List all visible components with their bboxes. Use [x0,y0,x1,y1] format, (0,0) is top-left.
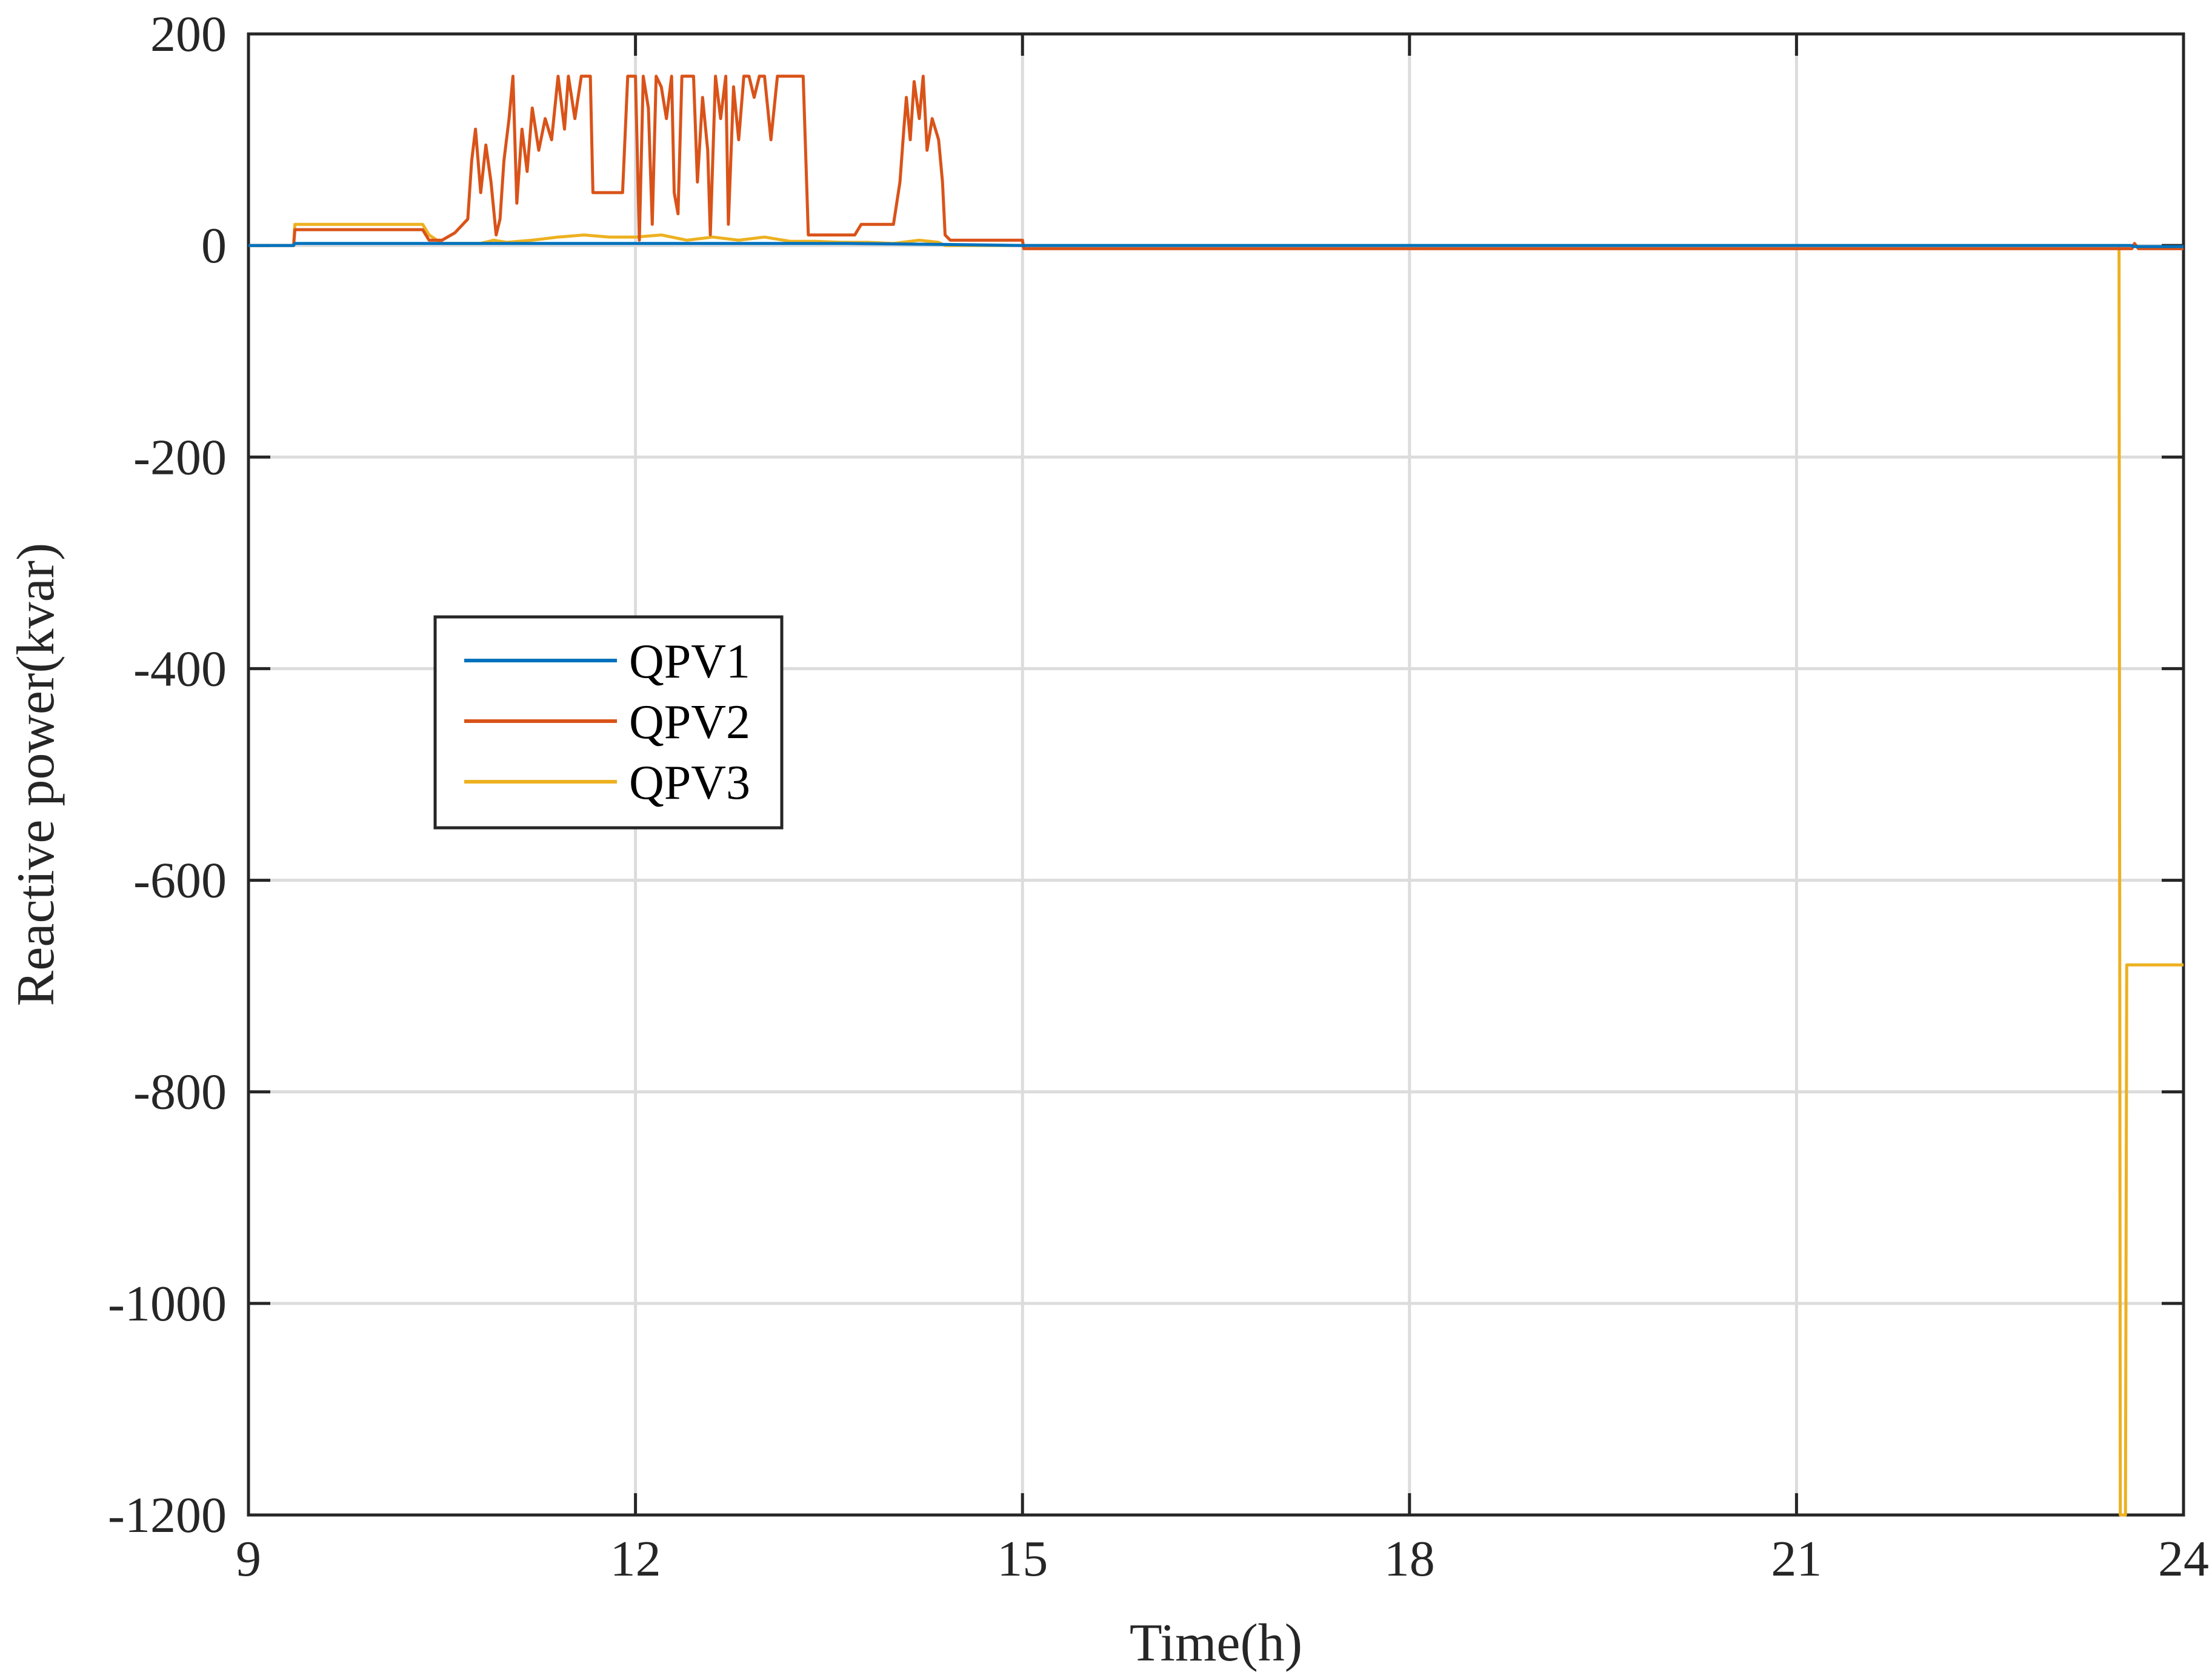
x-tick-label: 21 [1771,1531,1822,1587]
y-tick-label: 0 [201,218,227,274]
y-tick-label: -200 [133,429,227,485]
y-tick-label: -1000 [108,1276,227,1332]
y-tick-label: -800 [133,1064,227,1120]
y-tick-label: -1200 [108,1487,227,1543]
y-tick-labels: 200 0 -200 -400 -600 -800 -1000 -1200 [108,6,227,1543]
legend-label-qpv2: QPV2 [629,696,750,749]
plot-area-frame [247,32,2185,1517]
x-tick-label: 24 [2158,1531,2209,1587]
x-tick-label: 18 [1384,1531,1435,1587]
y-axis-title: Reactive power(kvar) [7,543,65,1007]
series-line-qpv1 [248,242,2184,248]
legend: QPV1 QPV2 QPV3 [433,615,784,830]
y-tick-label: 200 [150,6,227,62]
x-tick-label: 15 [997,1531,1048,1587]
x-tick-label: 9 [236,1531,261,1587]
x-axis-title: Time(h) [1130,1614,1302,1673]
series-lines [248,75,2184,1517]
legend-label-qpv1: QPV1 [629,635,750,688]
x-tick-label: 12 [610,1531,661,1587]
series-line-qpv2 [248,75,2184,250]
y-tick-label: -600 [133,853,227,909]
x-tick-labels: 9 12 15 18 21 24 [236,1531,2209,1587]
y-tick-label: -400 [133,641,227,697]
legend-label-qpv3: QPV3 [629,756,750,810]
